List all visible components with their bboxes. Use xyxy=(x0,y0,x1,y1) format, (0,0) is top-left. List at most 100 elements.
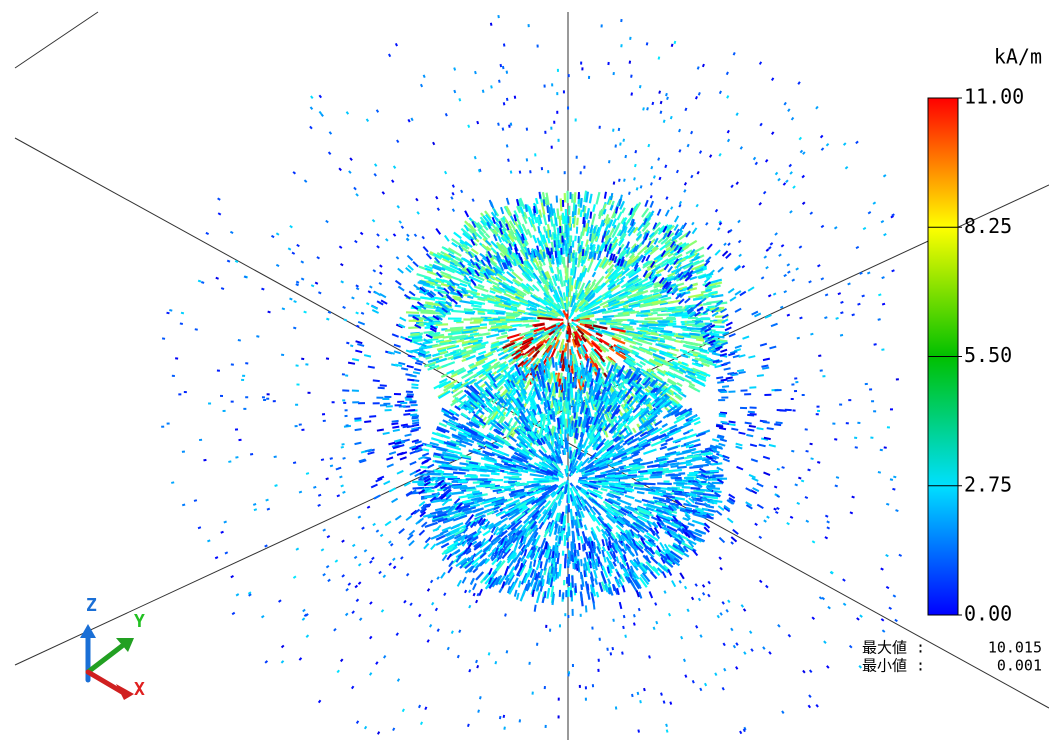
vector xyxy=(453,185,454,188)
vector xyxy=(386,457,393,459)
vector xyxy=(672,581,675,587)
vector xyxy=(444,459,452,460)
vector xyxy=(727,72,728,75)
vector xyxy=(593,204,595,211)
vector xyxy=(596,483,607,484)
vector xyxy=(640,362,645,365)
vector xyxy=(649,327,664,328)
vector xyxy=(610,326,617,327)
vector xyxy=(419,705,420,708)
viewport: kA/m 11.008.255.502.750.00 最大値 : 10.015 … xyxy=(0,0,1049,740)
vector xyxy=(613,219,617,226)
vector xyxy=(545,407,547,414)
vector xyxy=(501,333,507,334)
vector xyxy=(667,97,668,100)
vector xyxy=(675,307,682,308)
vector xyxy=(712,463,723,464)
vector xyxy=(491,329,498,330)
vector xyxy=(440,467,452,468)
vector xyxy=(754,313,760,316)
vector xyxy=(576,392,577,400)
vector xyxy=(472,328,478,329)
vector xyxy=(562,531,563,540)
vector xyxy=(769,652,771,654)
vector xyxy=(613,324,623,325)
vector xyxy=(483,486,495,487)
vector xyxy=(530,474,544,476)
vector xyxy=(722,602,724,604)
vector xyxy=(490,487,501,488)
vector xyxy=(651,572,657,579)
vector xyxy=(707,307,714,308)
vector xyxy=(681,341,696,344)
vector xyxy=(555,523,556,528)
vector xyxy=(496,393,500,398)
vector xyxy=(576,258,577,265)
vector xyxy=(521,471,528,472)
vector xyxy=(552,594,553,605)
vector xyxy=(572,520,573,528)
vector xyxy=(428,339,439,341)
vector xyxy=(770,243,772,245)
vector xyxy=(840,312,843,313)
vector xyxy=(552,478,559,479)
vector xyxy=(624,615,625,618)
vector xyxy=(544,226,546,232)
vector xyxy=(564,448,565,455)
vector xyxy=(478,311,485,312)
vector xyxy=(689,334,700,335)
vector xyxy=(825,537,828,538)
vector xyxy=(623,313,629,314)
vector xyxy=(446,113,447,116)
vector xyxy=(603,316,616,317)
vector xyxy=(442,465,452,466)
vector xyxy=(547,206,548,213)
vector xyxy=(585,537,588,546)
vector xyxy=(455,550,460,553)
vector xyxy=(623,326,633,327)
vector xyxy=(588,260,593,272)
vector xyxy=(478,351,485,354)
vector xyxy=(517,310,525,311)
vector xyxy=(538,405,540,411)
vector xyxy=(534,560,535,567)
vector xyxy=(376,530,378,532)
vector xyxy=(609,587,610,594)
vector xyxy=(576,412,577,419)
vector xyxy=(668,447,678,450)
vector xyxy=(551,567,552,574)
vector xyxy=(537,592,540,603)
vector xyxy=(688,523,695,525)
vector xyxy=(586,399,587,405)
vector xyxy=(696,339,704,340)
vector xyxy=(860,615,862,617)
vector xyxy=(557,351,558,356)
vector xyxy=(570,450,571,458)
vector xyxy=(454,233,461,239)
vector xyxy=(743,336,750,338)
vector xyxy=(561,198,562,211)
vector xyxy=(664,338,675,340)
vector xyxy=(660,291,667,293)
vector xyxy=(574,412,575,418)
vector xyxy=(491,282,499,286)
vector xyxy=(459,470,470,471)
vector xyxy=(696,490,710,491)
vector xyxy=(638,471,647,472)
vector xyxy=(572,576,573,588)
vector xyxy=(636,483,647,484)
vector xyxy=(635,500,642,502)
vector xyxy=(745,423,752,424)
vector xyxy=(510,315,520,316)
vector xyxy=(563,516,564,528)
vector xyxy=(478,313,485,314)
vector xyxy=(639,462,654,465)
vector xyxy=(472,541,477,544)
vector xyxy=(423,305,431,306)
vector xyxy=(448,329,462,330)
vector xyxy=(579,477,588,478)
vector xyxy=(682,329,690,330)
vector xyxy=(668,301,681,303)
vector xyxy=(496,313,505,314)
vector xyxy=(675,458,684,460)
